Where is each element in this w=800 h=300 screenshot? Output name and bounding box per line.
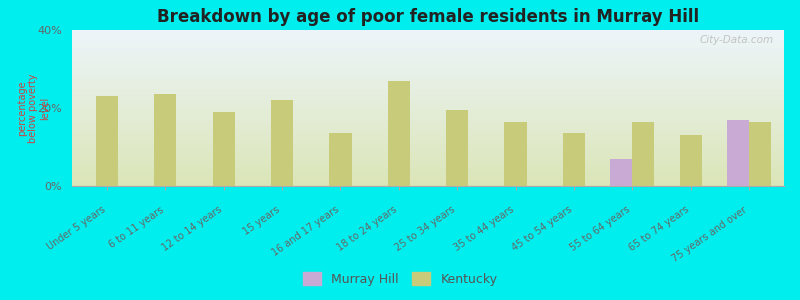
Text: 55 to 64 years: 55 to 64 years: [569, 205, 632, 254]
Bar: [271, 100, 293, 186]
Bar: [446, 110, 468, 186]
Bar: [96, 96, 118, 186]
Text: 16 and 17 years: 16 and 17 years: [270, 205, 341, 258]
Bar: [213, 112, 235, 186]
Text: 25 to 34 years: 25 to 34 years: [394, 205, 457, 254]
Text: 6 to 11 years: 6 to 11 years: [107, 205, 166, 250]
Bar: [154, 94, 177, 186]
Text: Under 5 years: Under 5 years: [45, 205, 107, 252]
Bar: [330, 133, 351, 186]
Text: City-Data.com: City-Data.com: [699, 35, 774, 45]
Bar: [749, 122, 771, 186]
Text: 15 years: 15 years: [242, 205, 282, 237]
Text: 75 years and over: 75 years and over: [670, 205, 749, 264]
Bar: [563, 133, 585, 186]
Text: 45 to 54 years: 45 to 54 years: [510, 205, 574, 254]
Bar: [679, 135, 702, 186]
Bar: [727, 120, 749, 186]
Bar: [632, 122, 654, 186]
Bar: [388, 81, 410, 186]
Text: 12 to 14 years: 12 to 14 years: [160, 205, 224, 254]
Y-axis label: percentage
below poverty
level: percentage below poverty level: [17, 73, 50, 143]
Legend: Murray Hill, Kentucky: Murray Hill, Kentucky: [298, 267, 502, 291]
Text: 35 to 44 years: 35 to 44 years: [452, 205, 515, 254]
Bar: [610, 159, 632, 186]
Text: 65 to 74 years: 65 to 74 years: [627, 205, 690, 254]
Text: 18 to 24 years: 18 to 24 years: [335, 205, 399, 254]
Title: Breakdown by age of poor female residents in Murray Hill: Breakdown by age of poor female resident…: [157, 8, 699, 26]
Bar: [505, 122, 526, 186]
